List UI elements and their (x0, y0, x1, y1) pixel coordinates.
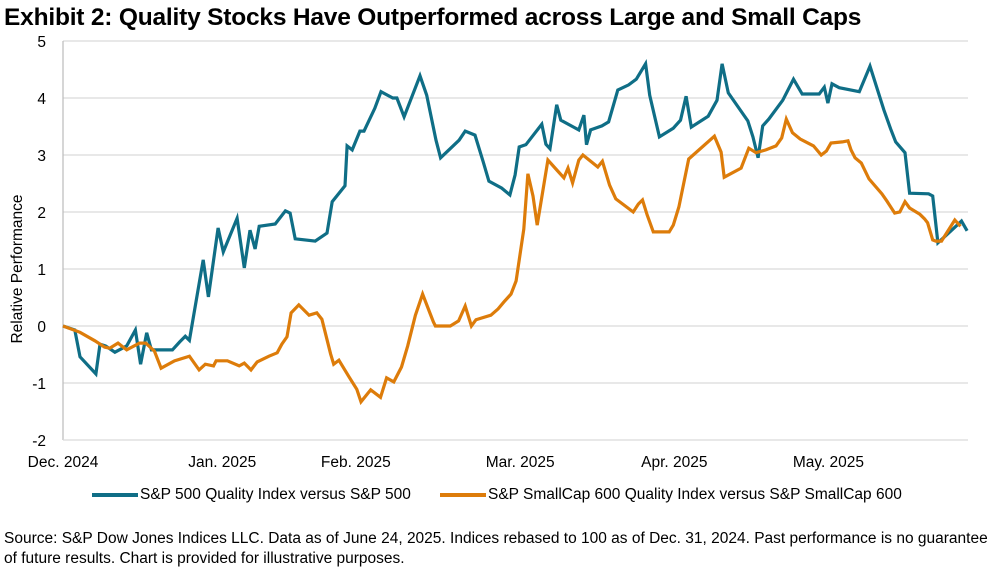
legend-swatch (440, 493, 486, 497)
series-line-sp500-quality (62, 59, 969, 378)
x-tick-label: Jan. 2025 (188, 454, 256, 471)
x-tick-labels: Dec. 2024 Jan. 2025 Feb. 2025 Mar. 2025 Apr.… (28, 454, 864, 471)
y-tick-label: 0 (37, 319, 46, 336)
legend-label: S&P 500 Quality Index versus S&P 500 (140, 486, 411, 503)
legend: S&P 500 Quality Index versus S&P 500 S&P… (0, 486, 991, 508)
x-tick-label: Mar. 2025 (486, 454, 555, 471)
y-tick-labels: -2 -1 0 1 2 3 4 5 (32, 34, 46, 450)
x-tick-label: May. 2025 (793, 454, 864, 471)
legend-label: S&P SmallCap 600 Quality Index versus S&… (488, 486, 902, 503)
gridlines (62, 40, 968, 441)
source-note: Source: S&P Dow Jones Indices LLC. Data … (4, 530, 988, 567)
series-line-smallcap600-quality (62, 114, 962, 406)
chart-title: Exhibit 2: Quality Stocks Have Outperfor… (4, 4, 862, 31)
legend-item-smallcap600-quality: S&P SmallCap 600 Quality Index versus S&… (440, 486, 902, 504)
series-lines (62, 59, 969, 406)
y-tick-label: 5 (37, 34, 46, 51)
line-chart: -2 -1 0 1 2 3 4 5 Dec. 2024 Jan. 2025 Feb. 2025 Ma… (9, 34, 969, 471)
y-tick-label: 1 (37, 262, 46, 279)
y-tick-label: -1 (32, 376, 46, 393)
legend-swatch (92, 493, 138, 497)
y-tick-label: -2 (32, 433, 46, 450)
y-tick-label: 3 (37, 148, 46, 165)
y-tick-label: 2 (37, 205, 46, 222)
x-tick-label: Feb. 2025 (321, 454, 391, 471)
y-tick-label: 4 (37, 91, 46, 108)
x-tick-label: Apr. 2025 (641, 454, 707, 471)
legend-item-sp500-quality: S&P 500 Quality Index versus S&P 500 (92, 486, 411, 504)
y-axis-label: Relative Performance (9, 194, 26, 343)
x-tick-label: Dec. 2024 (28, 454, 99, 471)
